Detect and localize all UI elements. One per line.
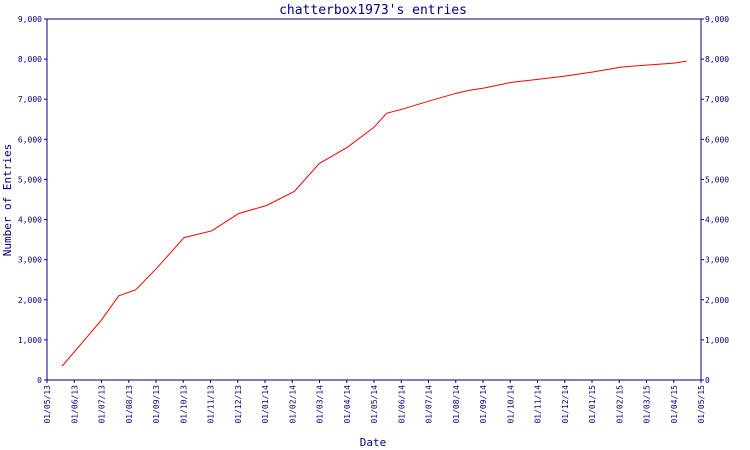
x-tick-label: 01/09/13 xyxy=(152,385,161,424)
x-tick-label: 01/09/14 xyxy=(479,385,488,424)
y-tick-label-left: 2,000 xyxy=(18,296,42,305)
y-tick-label-left: 4,000 xyxy=(18,216,42,225)
y-tick-label-left: 5,000 xyxy=(18,175,42,184)
series-line xyxy=(61,60,687,367)
y-tick-label-right: 6,000 xyxy=(705,135,729,144)
y-tick-label-left: 8,000 xyxy=(18,55,42,64)
y-tick-label-right: 8,000 xyxy=(705,55,729,64)
x-tick-label: 01/05/15 xyxy=(697,385,706,424)
y-tick-label-left: 3,000 xyxy=(18,256,42,265)
y-tick-label-left: 6,000 xyxy=(18,135,42,144)
x-tick-label: 01/04/14 xyxy=(343,385,352,424)
x-axis: 01/05/13 01/06/13 01/07/13 01/08/13 01/09/13… xyxy=(43,380,706,424)
y-tick-label-left: 0 xyxy=(37,376,42,385)
x-tick-label: 01/06/14 xyxy=(397,385,406,424)
x-tick-label: 01/05/14 xyxy=(370,385,379,424)
y-tick-label-right: 0 xyxy=(705,376,710,385)
x-tick-label: 01/12/14 xyxy=(561,385,570,424)
x-tick-label: 01/01/15 xyxy=(588,385,597,424)
x-tick-label: 01/11/14 xyxy=(534,385,543,424)
x-tick-label: 01/08/14 xyxy=(452,385,461,424)
chart-title: chatterbox1973's entries xyxy=(279,3,467,18)
x-tick-label: 01/10/14 xyxy=(506,385,515,424)
y-tick-label-right: 4,000 xyxy=(705,216,729,225)
y-tick-label-left: 9,000 xyxy=(18,15,42,24)
x-tick-label: 01/08/13 xyxy=(125,385,134,424)
x-tick-label: 01/02/14 xyxy=(288,385,297,424)
y-tick-label-right: 7,000 xyxy=(705,95,729,104)
x-tick-label: 01/12/13 xyxy=(234,385,243,424)
x-tick-label: 01/11/13 xyxy=(207,385,216,424)
x-tick-label: 01/07/14 xyxy=(425,385,434,424)
x-tick-label: 01/05/13 xyxy=(43,385,52,424)
y-tick-label-right: 9,000 xyxy=(705,15,729,24)
x-tick-label: 01/06/13 xyxy=(70,385,79,424)
y-tick-label-right: 2,000 xyxy=(705,296,729,305)
x-tick-label: 01/01/14 xyxy=(261,385,270,424)
x-tick-label: 01/03/15 xyxy=(643,385,652,424)
x-axis-label: Date xyxy=(360,436,387,449)
x-tick-label: 01/07/13 xyxy=(98,385,107,424)
y-tick-label-left: 1,000 xyxy=(18,336,42,345)
x-tick-label: 01/04/15 xyxy=(670,385,679,424)
y-tick-label-right: 1,000 xyxy=(705,336,729,345)
y-axis-left: 0 1,000 2,000 3,000 4,000 5,000 6,000 7,000 8,00… xyxy=(18,15,47,385)
y-tick-label-right: 3,000 xyxy=(705,256,729,265)
y-axis-label: Number of Entries xyxy=(1,144,14,257)
y-tick-label-right: 5,000 xyxy=(705,175,729,184)
plot-frame xyxy=(46,18,702,381)
x-tick-label: 01/03/14 xyxy=(316,385,325,424)
y-axis-right: 0 1,000 2,000 3,000 4,000 5,000 6,000 7,000 8,00… xyxy=(701,15,729,385)
x-tick-label: 01/02/15 xyxy=(615,385,624,424)
y-tick-label-left: 7,000 xyxy=(18,95,42,104)
x-tick-label: 01/10/13 xyxy=(179,385,188,424)
